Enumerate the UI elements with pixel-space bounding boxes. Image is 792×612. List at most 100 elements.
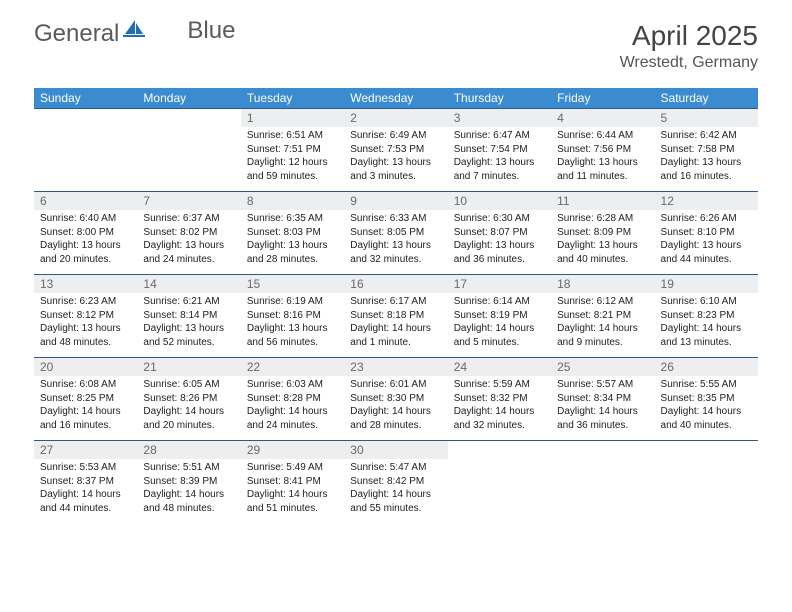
sunrise-text: Sunrise: 6:47 AM [454, 129, 545, 143]
content-row: Sunrise: 6:51 AMSunset: 7:51 PMDaylight:… [34, 127, 758, 192]
sunrise-text: Sunrise: 6:17 AM [350, 295, 441, 309]
sunrise-text: Sunrise: 6:37 AM [143, 212, 234, 226]
daynum-cell: 14 [137, 275, 240, 294]
dow-header-cell: Saturday [655, 88, 758, 109]
daynum-cell: 21 [137, 358, 240, 377]
daynum-row: 13141516171819 [34, 275, 758, 294]
content-row: Sunrise: 6:08 AMSunset: 8:25 PMDaylight:… [34, 376, 758, 441]
location-label: Wrestedt, Germany [620, 54, 758, 72]
day-cell: Sunrise: 6:03 AMSunset: 8:28 PMDaylight:… [241, 376, 344, 441]
sunrise-text: Sunrise: 6:49 AM [350, 129, 441, 143]
day-cell: Sunrise: 6:17 AMSunset: 8:18 PMDaylight:… [344, 293, 447, 358]
daylight-text: Daylight: 13 hours and 11 minutes. [557, 156, 648, 183]
sunset-text: Sunset: 8:09 PM [557, 226, 648, 240]
daylight-text: Daylight: 13 hours and 48 minutes. [40, 322, 131, 349]
daynum-cell: 19 [655, 275, 758, 294]
sunset-text: Sunset: 8:34 PM [557, 392, 648, 406]
sunrise-text: Sunrise: 5:51 AM [143, 461, 234, 475]
day-cell: Sunrise: 6:08 AMSunset: 8:25 PMDaylight:… [34, 376, 137, 441]
sunrise-text: Sunrise: 6:01 AM [350, 378, 441, 392]
day-cell: Sunrise: 6:44 AMSunset: 7:56 PMDaylight:… [551, 127, 654, 192]
sunrise-text: Sunrise: 6:44 AM [557, 129, 648, 143]
sunset-text: Sunset: 8:18 PM [350, 309, 441, 323]
dow-header-row: SundayMondayTuesdayWednesdayThursdayFrid… [34, 88, 758, 109]
daylight-text: Daylight: 14 hours and 28 minutes. [350, 405, 441, 432]
day-cell: Sunrise: 6:01 AMSunset: 8:30 PMDaylight:… [344, 376, 447, 441]
daynum-cell: 17 [448, 275, 551, 294]
daynum-cell [137, 109, 240, 128]
sunset-text: Sunset: 8:23 PM [661, 309, 752, 323]
sunrise-text: Sunrise: 5:55 AM [661, 378, 752, 392]
daynum-cell [655, 441, 758, 460]
sunrise-text: Sunrise: 6:10 AM [661, 295, 752, 309]
daynum-cell: 20 [34, 358, 137, 377]
day-cell: Sunrise: 5:57 AMSunset: 8:34 PMDaylight:… [551, 376, 654, 441]
sunrise-text: Sunrise: 6:12 AM [557, 295, 648, 309]
daylight-text: Daylight: 13 hours and 40 minutes. [557, 239, 648, 266]
daylight-text: Daylight: 13 hours and 3 minutes. [350, 156, 441, 183]
sunset-text: Sunset: 8:25 PM [40, 392, 131, 406]
sunrise-text: Sunrise: 6:35 AM [247, 212, 338, 226]
daynum-cell: 15 [241, 275, 344, 294]
sunset-text: Sunset: 8:37 PM [40, 475, 131, 489]
content-row: Sunrise: 5:53 AMSunset: 8:37 PM Daylight:… [34, 459, 758, 523]
sunrise-text: Sunrise: 5:59 AM [454, 378, 545, 392]
daylight-text: Daylight: 14 hours and 1 minute. [350, 322, 441, 349]
daylight-text: Daylight: 13 hours and 20 minutes. [40, 239, 131, 266]
day-cell: Sunrise: 6:47 AMSunset: 7:54 PMDaylight:… [448, 127, 551, 192]
sunrise-text: Sunrise: 6:40 AM [40, 212, 131, 226]
dow-header-cell: Monday [137, 88, 240, 109]
daynum-row: 27282930 [34, 441, 758, 460]
day-cell: Sunrise: 6:28 AMSunset: 8:09 PMDaylight:… [551, 210, 654, 275]
day-cell: Sunrise: 6:23 AMSunset: 8:12 PMDaylight:… [34, 293, 137, 358]
day-cell [551, 459, 654, 523]
daynum-cell: 16 [344, 275, 447, 294]
dow-header-cell: Tuesday [241, 88, 344, 109]
sunset-text: Sunset: 8:16 PM [247, 309, 338, 323]
sunset-text: Sunset: 8:21 PM [557, 309, 648, 323]
sunset-text: Sunset: 8:07 PM [454, 226, 545, 240]
daynum-cell: 25 [551, 358, 654, 377]
sunset-text: Sunset: 7:58 PM [661, 143, 752, 157]
daynum-cell: 22 [241, 358, 344, 377]
daylight-text: Daylight: 14 hours and 55 minutes. [350, 488, 441, 515]
daynum-cell: 13 [34, 275, 137, 294]
daynum-cell: 18 [551, 275, 654, 294]
daylight-text: Daylight: 13 hours and 28 minutes. [247, 239, 338, 266]
sunrise-text: Sunrise: 5:49 AM [247, 461, 338, 475]
month-title: April 2025 [620, 20, 758, 52]
day-cell [34, 127, 137, 192]
sunrise-text: Sunrise: 5:53 AM [40, 461, 131, 475]
sunset-text: Sunset: 8:00 PM [40, 226, 131, 240]
daynum-cell: 9 [344, 192, 447, 211]
daynum-row: 20212223242526 [34, 358, 758, 377]
daynum-cell: 7 [137, 192, 240, 211]
daylight-text: Daylight: 14 hours and 24 minutes. [247, 405, 338, 432]
sunset-text: Sunset: 8:03 PM [247, 226, 338, 240]
content-row: Sunrise: 6:40 AMSunset: 8:00 PMDaylight:… [34, 210, 758, 275]
daynum-cell: 28 [137, 441, 240, 460]
daynum-cell: 26 [655, 358, 758, 377]
sail-icon [123, 17, 145, 45]
sunset-text: Sunset: 8:12 PM [40, 309, 131, 323]
dow-header-cell: Wednesday [344, 88, 447, 109]
sunrise-text: Sunrise: 6:03 AM [247, 378, 338, 392]
daylight-text: Daylight: 14 hours and 9 minutes. [557, 322, 648, 349]
day-cell [655, 459, 758, 523]
daylight-text: Daylight: 14 hours and 13 minutes. [661, 322, 752, 349]
day-cell: Sunrise: 6:12 AMSunset: 8:21 PMDaylight:… [551, 293, 654, 358]
daynum-cell: 2 [344, 109, 447, 128]
daylight-text: Daylight: 14 hours and 16 minutes. [40, 405, 131, 432]
sunrise-text: Sunrise: 6:42 AM [661, 129, 752, 143]
daynum-cell [551, 441, 654, 460]
day-cell: Sunrise: 6:42 AMSunset: 7:58 PMDaylight:… [655, 127, 758, 192]
daynum-row: 6789101112 [34, 192, 758, 211]
title-block: April 2025 Wrestedt, Germany [620, 20, 758, 72]
daylight-text: Daylight: 14 hours and 5 minutes. [454, 322, 545, 349]
daynum-cell: 8 [241, 192, 344, 211]
day-cell: Sunrise: 6:21 AMSunset: 8:14 PMDaylight:… [137, 293, 240, 358]
day-cell: Sunrise: 6:35 AMSunset: 8:03 PMDaylight:… [241, 210, 344, 275]
sunrise-text: Sunrise: 6:21 AM [143, 295, 234, 309]
daylight-text: Daylight: 14 hours and 20 minutes. [143, 405, 234, 432]
dow-header-cell: Sunday [34, 88, 137, 109]
